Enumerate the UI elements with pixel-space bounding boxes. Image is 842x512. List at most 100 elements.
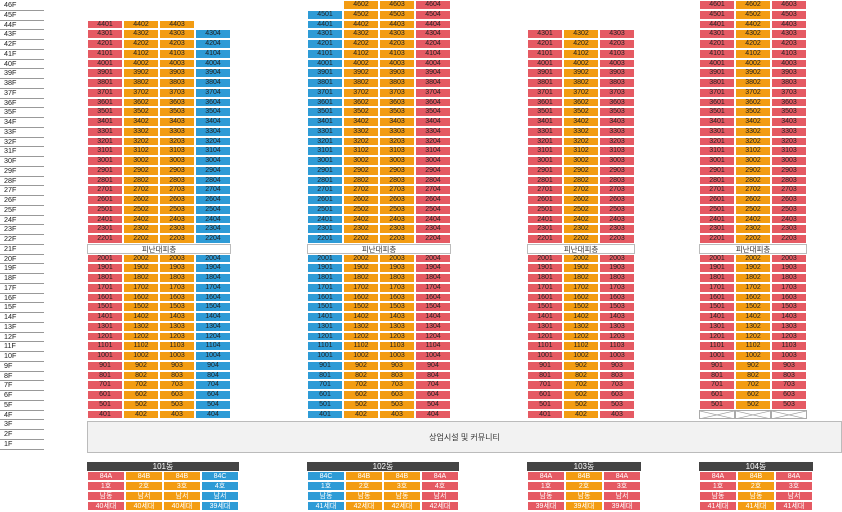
unit-cell: 2504 xyxy=(195,204,231,215)
unit-cell: 602 xyxy=(343,390,379,400)
unit-cell: 4003 xyxy=(771,58,807,69)
unit-cell: 4201 xyxy=(87,39,123,49)
unit-cell: 1203 xyxy=(159,331,195,342)
unit-cell: 1903 xyxy=(379,263,415,273)
unit-cell: 3801 xyxy=(699,78,735,88)
unit-cell: 4103 xyxy=(599,48,635,59)
unit-cell: 2901 xyxy=(87,165,123,176)
unit-cell: 701 xyxy=(307,380,343,390)
legend-orientation: 남서 xyxy=(775,491,813,501)
unit-cell: 1203 xyxy=(599,331,635,342)
unit-cell: 904 xyxy=(415,360,451,371)
unit-cell: 2703 xyxy=(379,185,415,195)
unit-cell: 2404 xyxy=(415,214,451,225)
unit-cell: 3801 xyxy=(87,78,123,88)
unit-cell: 3501 xyxy=(699,107,735,117)
unit-cell: 1002 xyxy=(123,351,159,361)
unit-cell: 3701 xyxy=(699,87,735,98)
unit-cell: 1701 xyxy=(527,282,563,293)
unit-cell: 3002 xyxy=(343,156,379,166)
unit-cell: 2501 xyxy=(87,204,123,215)
unit-cell: 2901 xyxy=(307,165,343,176)
unit-cell: 1301 xyxy=(87,321,123,332)
unit-cell: 2301 xyxy=(87,224,123,234)
legend-type: 84B xyxy=(383,471,421,481)
unit-cell: 2302 xyxy=(123,224,159,234)
unit-cell: 2203 xyxy=(599,234,635,244)
unit-cell: 2403 xyxy=(771,214,807,225)
unit-cell: 703 xyxy=(159,380,195,390)
unit-cell: 2001 xyxy=(699,253,735,264)
unit-cell: 1802 xyxy=(563,273,599,283)
unit-cell: 2203 xyxy=(379,234,415,244)
unit-cell: 4203 xyxy=(771,39,807,49)
unit-cell: 3303 xyxy=(599,126,635,137)
unit-cell: 3203 xyxy=(379,136,415,147)
unit-cell: 3504 xyxy=(195,107,231,117)
legend-orientation: 남서 xyxy=(125,491,163,501)
unit-cell: 2402 xyxy=(735,214,771,225)
unit-cell: 3503 xyxy=(159,107,195,117)
unit-cell: 3304 xyxy=(415,126,451,137)
unit-cell: 1003 xyxy=(159,351,195,361)
unit-cell: 1601 xyxy=(699,292,735,303)
unit-cell: 1802 xyxy=(123,273,159,283)
unit-cell: 1502 xyxy=(343,302,379,312)
unit-cell: 3202 xyxy=(735,136,771,147)
unit-cell: 1702 xyxy=(735,282,771,293)
unit-cell: 2503 xyxy=(771,204,807,215)
legend-type: 84A xyxy=(775,471,813,481)
unit-cell: 603 xyxy=(771,390,807,400)
unit-cell: 3402 xyxy=(735,117,771,127)
unit-cell: 3902 xyxy=(343,68,379,78)
unit-cell: 1301 xyxy=(527,321,563,332)
unit-cell: 1401 xyxy=(699,312,735,322)
unit-cell: 4303 xyxy=(599,29,635,39)
unit-cell: 4003 xyxy=(159,58,195,69)
refuge-floor: 피난대피층 xyxy=(699,243,807,254)
unit-cell: 4203 xyxy=(159,39,195,49)
unit-cell: 801 xyxy=(87,370,123,381)
unit-cell: 1302 xyxy=(735,321,771,332)
unit-cell: 1202 xyxy=(343,331,379,342)
unit-cell: 2702 xyxy=(735,185,771,195)
unit-cell: 3202 xyxy=(563,136,599,147)
unit-cell: 504 xyxy=(195,399,231,410)
floor-label: 25F xyxy=(0,205,44,216)
unit-cell: 1103 xyxy=(159,341,195,351)
unit-cell: 2804 xyxy=(415,175,451,186)
unit-cell: 901 xyxy=(527,360,563,371)
unit-cell: 2303 xyxy=(379,224,415,234)
unit-cell: 4302 xyxy=(563,29,599,39)
unit-cell: 3802 xyxy=(563,78,599,88)
unit-cell: 3903 xyxy=(771,68,807,78)
unit-cell: 2403 xyxy=(599,214,635,225)
unit-cell: 902 xyxy=(343,360,379,371)
unit-cell: 701 xyxy=(87,380,123,390)
unit-cell: 1102 xyxy=(563,341,599,351)
unit-cell: 4001 xyxy=(527,58,563,69)
unit-cell: 3602 xyxy=(735,97,771,108)
legend-type: 84B xyxy=(565,471,603,481)
unit-cell: 3403 xyxy=(599,117,635,127)
unit-cell: 4204 xyxy=(415,39,451,49)
unit-cell: 3403 xyxy=(159,117,195,127)
unit-cell: 3102 xyxy=(123,146,159,156)
unit-cell: 1103 xyxy=(771,341,807,351)
unit-cell: 1903 xyxy=(159,263,195,273)
unit-cell: 3902 xyxy=(735,68,771,78)
unit-cell: 1803 xyxy=(379,273,415,283)
unit-cell: 4401 xyxy=(699,19,735,30)
unit-cell: 4301 xyxy=(307,29,343,39)
legend-unit-label: 2호 xyxy=(345,481,383,491)
unit-cell: 3003 xyxy=(599,156,635,166)
unit-cell: 2604 xyxy=(195,195,231,205)
refuge-floor: 피난대피층 xyxy=(307,243,451,254)
unit-cell: 4303 xyxy=(771,29,807,39)
unit-cell: 3103 xyxy=(771,146,807,156)
unit-cell: 1103 xyxy=(599,341,635,351)
unit-cell: 2402 xyxy=(343,214,379,225)
unit-cell: 3302 xyxy=(563,126,599,137)
unit-cell: 802 xyxy=(123,370,159,381)
legend-unit-label: 4호 xyxy=(421,481,459,491)
